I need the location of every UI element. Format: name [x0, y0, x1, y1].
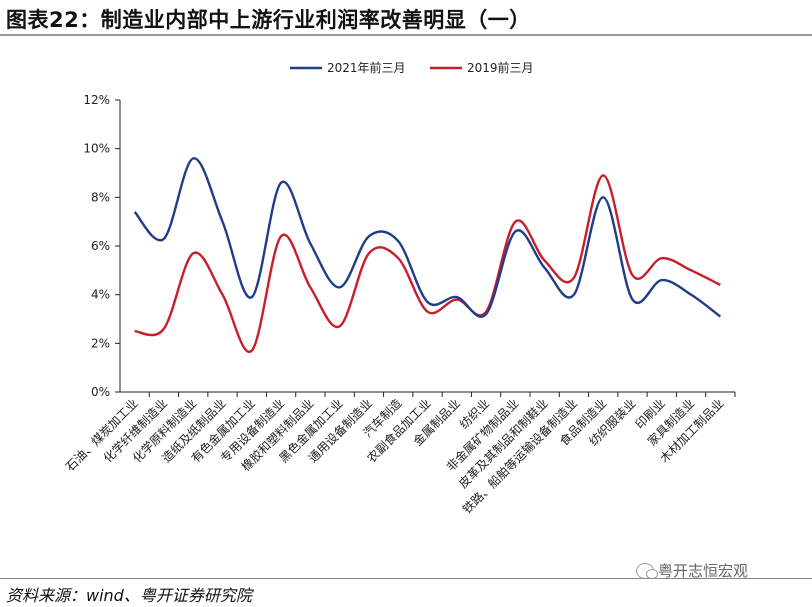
- series-line-1: [133, 157, 722, 318]
- title-divider: [0, 34, 812, 36]
- legend-label-2: 2019前三月: [467, 60, 534, 75]
- y-tick-label: 8%: [91, 190, 110, 204]
- page-title: 图表22：制造业内部中上游行业利润率改善明显（一）: [6, 8, 531, 32]
- watermark: 粤开志恒宏观: [636, 560, 748, 581]
- legend-label-1: 2021年前三月: [327, 60, 406, 75]
- y-tick-label: 12%: [83, 93, 110, 107]
- line-chart: 0%2%4%6%8%10%12%石油、煤炭加工业化学纤维制造业化学原料制造业造纸…: [63, 60, 736, 516]
- y-tick-label: 10%: [83, 142, 110, 156]
- source-note: 资料来源：wind、粤开证券研究院: [6, 586, 252, 605]
- watermark-text: 粤开志恒宏观: [658, 562, 749, 580]
- wechat-icon: [636, 562, 658, 579]
- y-tick-label: 6%: [91, 239, 110, 253]
- series-line-2: [134, 174, 721, 354]
- y-tick-label: 2%: [91, 336, 110, 350]
- y-tick-label: 0%: [91, 385, 110, 399]
- y-tick-label: 4%: [91, 288, 110, 302]
- footer-divider: [0, 578, 812, 579]
